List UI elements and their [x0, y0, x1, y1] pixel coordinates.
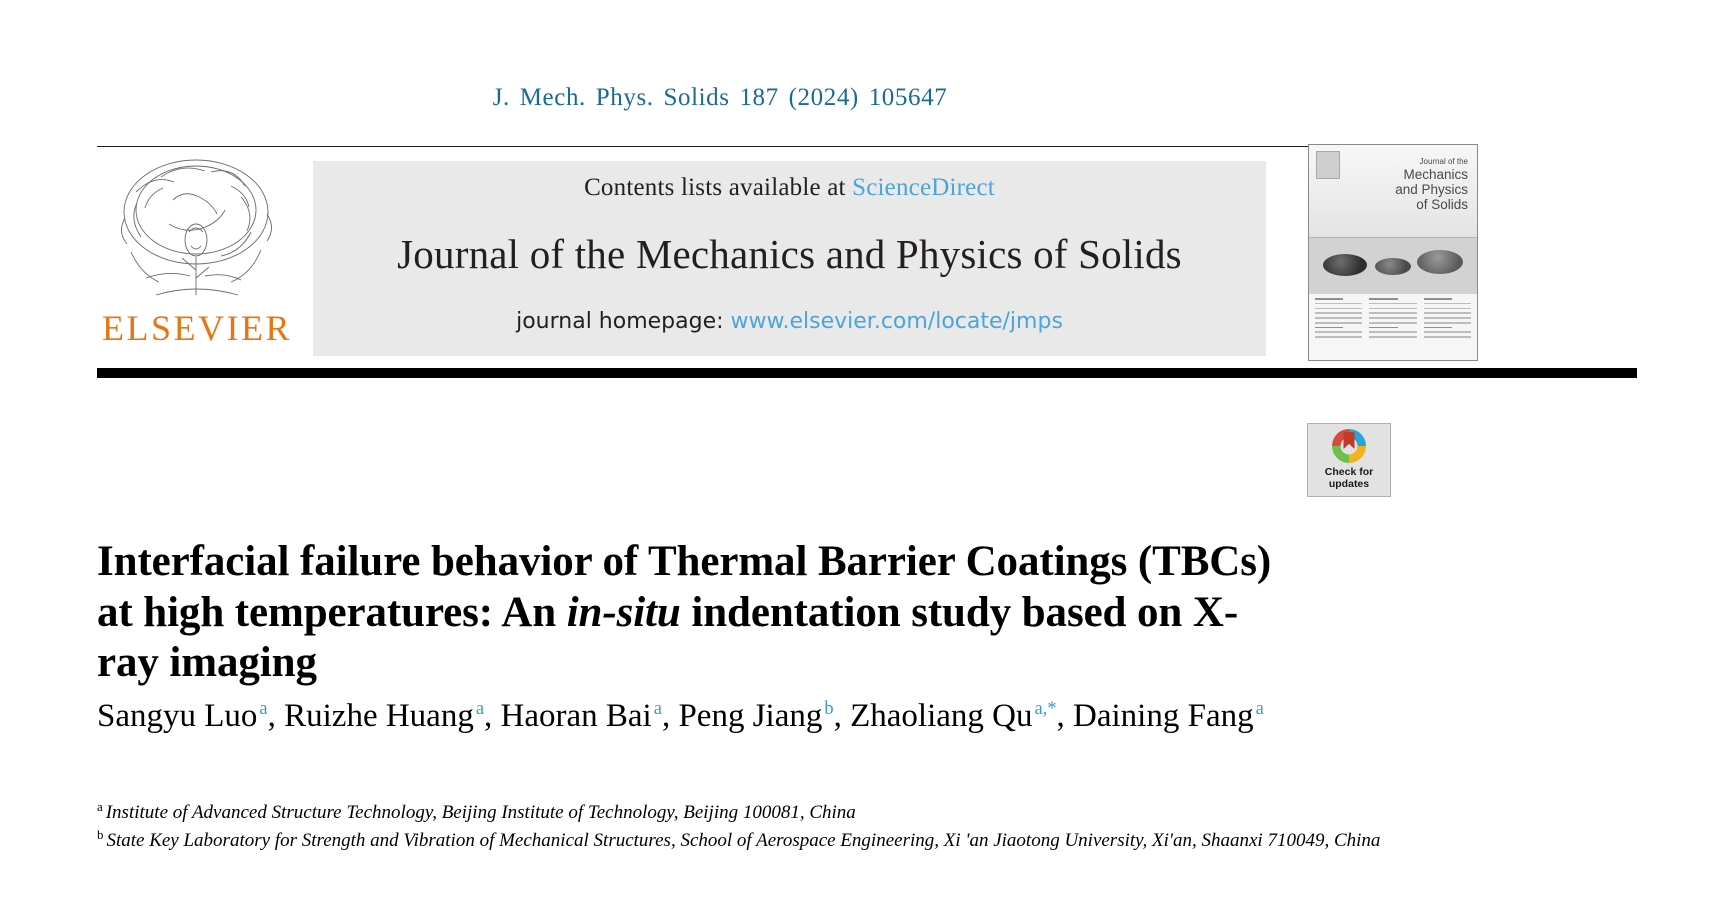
author-name: Haoran Bai — [500, 698, 652, 734]
cover-disc-shape — [1323, 254, 1367, 276]
cover-contents-panel — [1309, 294, 1477, 360]
article-title: Interfacial failure behavior of Thermal … — [97, 537, 1277, 689]
journal-cover-thumbnail[interactable]: Journal of the Mechanics and Physics of … — [1308, 144, 1478, 361]
author-name: Daining Fang — [1073, 698, 1254, 734]
homepage-prefix: journal homepage: — [516, 309, 731, 334]
journal-homepage-line: journal homepage: www.elsevier.com/locat… — [516, 309, 1063, 334]
author-affiliation-marker: a — [653, 698, 662, 718]
article-title-italic-term: in-situ — [566, 588, 681, 636]
author-name: Sangyu Luo — [97, 698, 258, 734]
affiliation-text: Institute of Advanced Structure Technolo… — [105, 802, 856, 823]
elsevier-wordmark: ELSEVIER — [102, 308, 292, 348]
cover-title-line4: of Solids — [1416, 197, 1468, 213]
crossmark-logo-icon — [1332, 429, 1366, 463]
author-affiliation-marker: b — [824, 698, 834, 718]
contents-lists-line: Contents lists available at ScienceDirec… — [584, 174, 995, 202]
affiliation-entry: b State Key Laboratory for Strength and V… — [97, 828, 1397, 855]
cover-title-line2: Mechanics — [1403, 166, 1468, 182]
crossmark-flag-icon — [1343, 432, 1355, 449]
contents-lists-prefix: Contents lists available at — [584, 174, 853, 201]
author-name: Zhaoliang Qu — [850, 698, 1033, 734]
author-separator: , — [661, 698, 679, 734]
crossmark-label: Check for updates — [1325, 466, 1373, 491]
cover-disc-shape — [1375, 258, 1411, 275]
masthead-bottom-bar — [97, 368, 1637, 378]
crossmark-label-line1: Check for — [1324, 466, 1374, 478]
cover-title-line1: Journal of the — [1419, 157, 1468, 166]
article-title-part2: indentation study based on X-ray imaging — [97, 588, 1239, 687]
elsevier-tree-icon — [121, 159, 272, 296]
affiliation-list: a Institute of Advanced Structure Technol… — [97, 800, 1397, 856]
affiliation-text: State Key Laboratory for Strength and Vi… — [106, 829, 1381, 851]
cover-top-panel: Journal of the Mechanics and Physics of … — [1309, 145, 1477, 237]
author-affiliation-marker: a — [475, 698, 485, 718]
author-separator: , — [267, 698, 285, 734]
journal-masthead: ELSEVIER Contents lists available at Sci… — [97, 144, 1478, 361]
article-title-part1: Interfacial failure behavior of Thermal … — [97, 537, 1272, 636]
cover-title-text: Journal of the Mechanics and Physics of … — [1395, 157, 1468, 213]
affiliation-marker: b — [97, 826, 104, 842]
cover-elsevier-mark-icon — [1316, 151, 1340, 179]
author-affiliation-marker: a — [1255, 698, 1264, 718]
journal-citation-header: J. Mech. Phys. Solids 187 (2024) 105647 — [492, 84, 948, 111]
cover-disc-shape — [1417, 250, 1463, 274]
elsevier-logo: ELSEVIER — [97, 152, 302, 357]
author-separator: , — [833, 698, 851, 734]
sciencedirect-banner: Contents lists available at ScienceDirec… — [313, 161, 1266, 356]
cover-artwork-panel — [1309, 237, 1477, 295]
affiliation-entry: a Institute of Advanced Structure Technol… — [97, 800, 1397, 827]
author-separator: , — [484, 698, 501, 734]
author-affiliation-marker: a — [259, 698, 268, 718]
journal-homepage-link[interactable]: www.elsevier.com/locate/jmps — [730, 309, 1063, 334]
affiliation-marker: a — [97, 798, 103, 814]
sciencedirect-link[interactable]: ScienceDirect — [852, 174, 995, 201]
masthead-top-rule — [97, 146, 1466, 147]
author-list: Sangyu Luo a, Ruizhe Huang a, Haoran Bai a,… — [97, 696, 1297, 736]
author-name: Ruizhe Huang — [284, 698, 474, 734]
author-name: Peng Jiang — [678, 698, 823, 734]
journal-title: Journal of the Mechanics and Physics of … — [397, 231, 1182, 277]
crossmark-label-line2: updates — [1328, 478, 1370, 491]
cover-title-line3: and Physics — [1395, 182, 1468, 198]
author-separator: , — [1056, 698, 1074, 734]
check-for-updates-badge[interactable]: Check for updates — [1307, 423, 1391, 497]
author-affiliation-marker: a,* — [1034, 698, 1057, 718]
